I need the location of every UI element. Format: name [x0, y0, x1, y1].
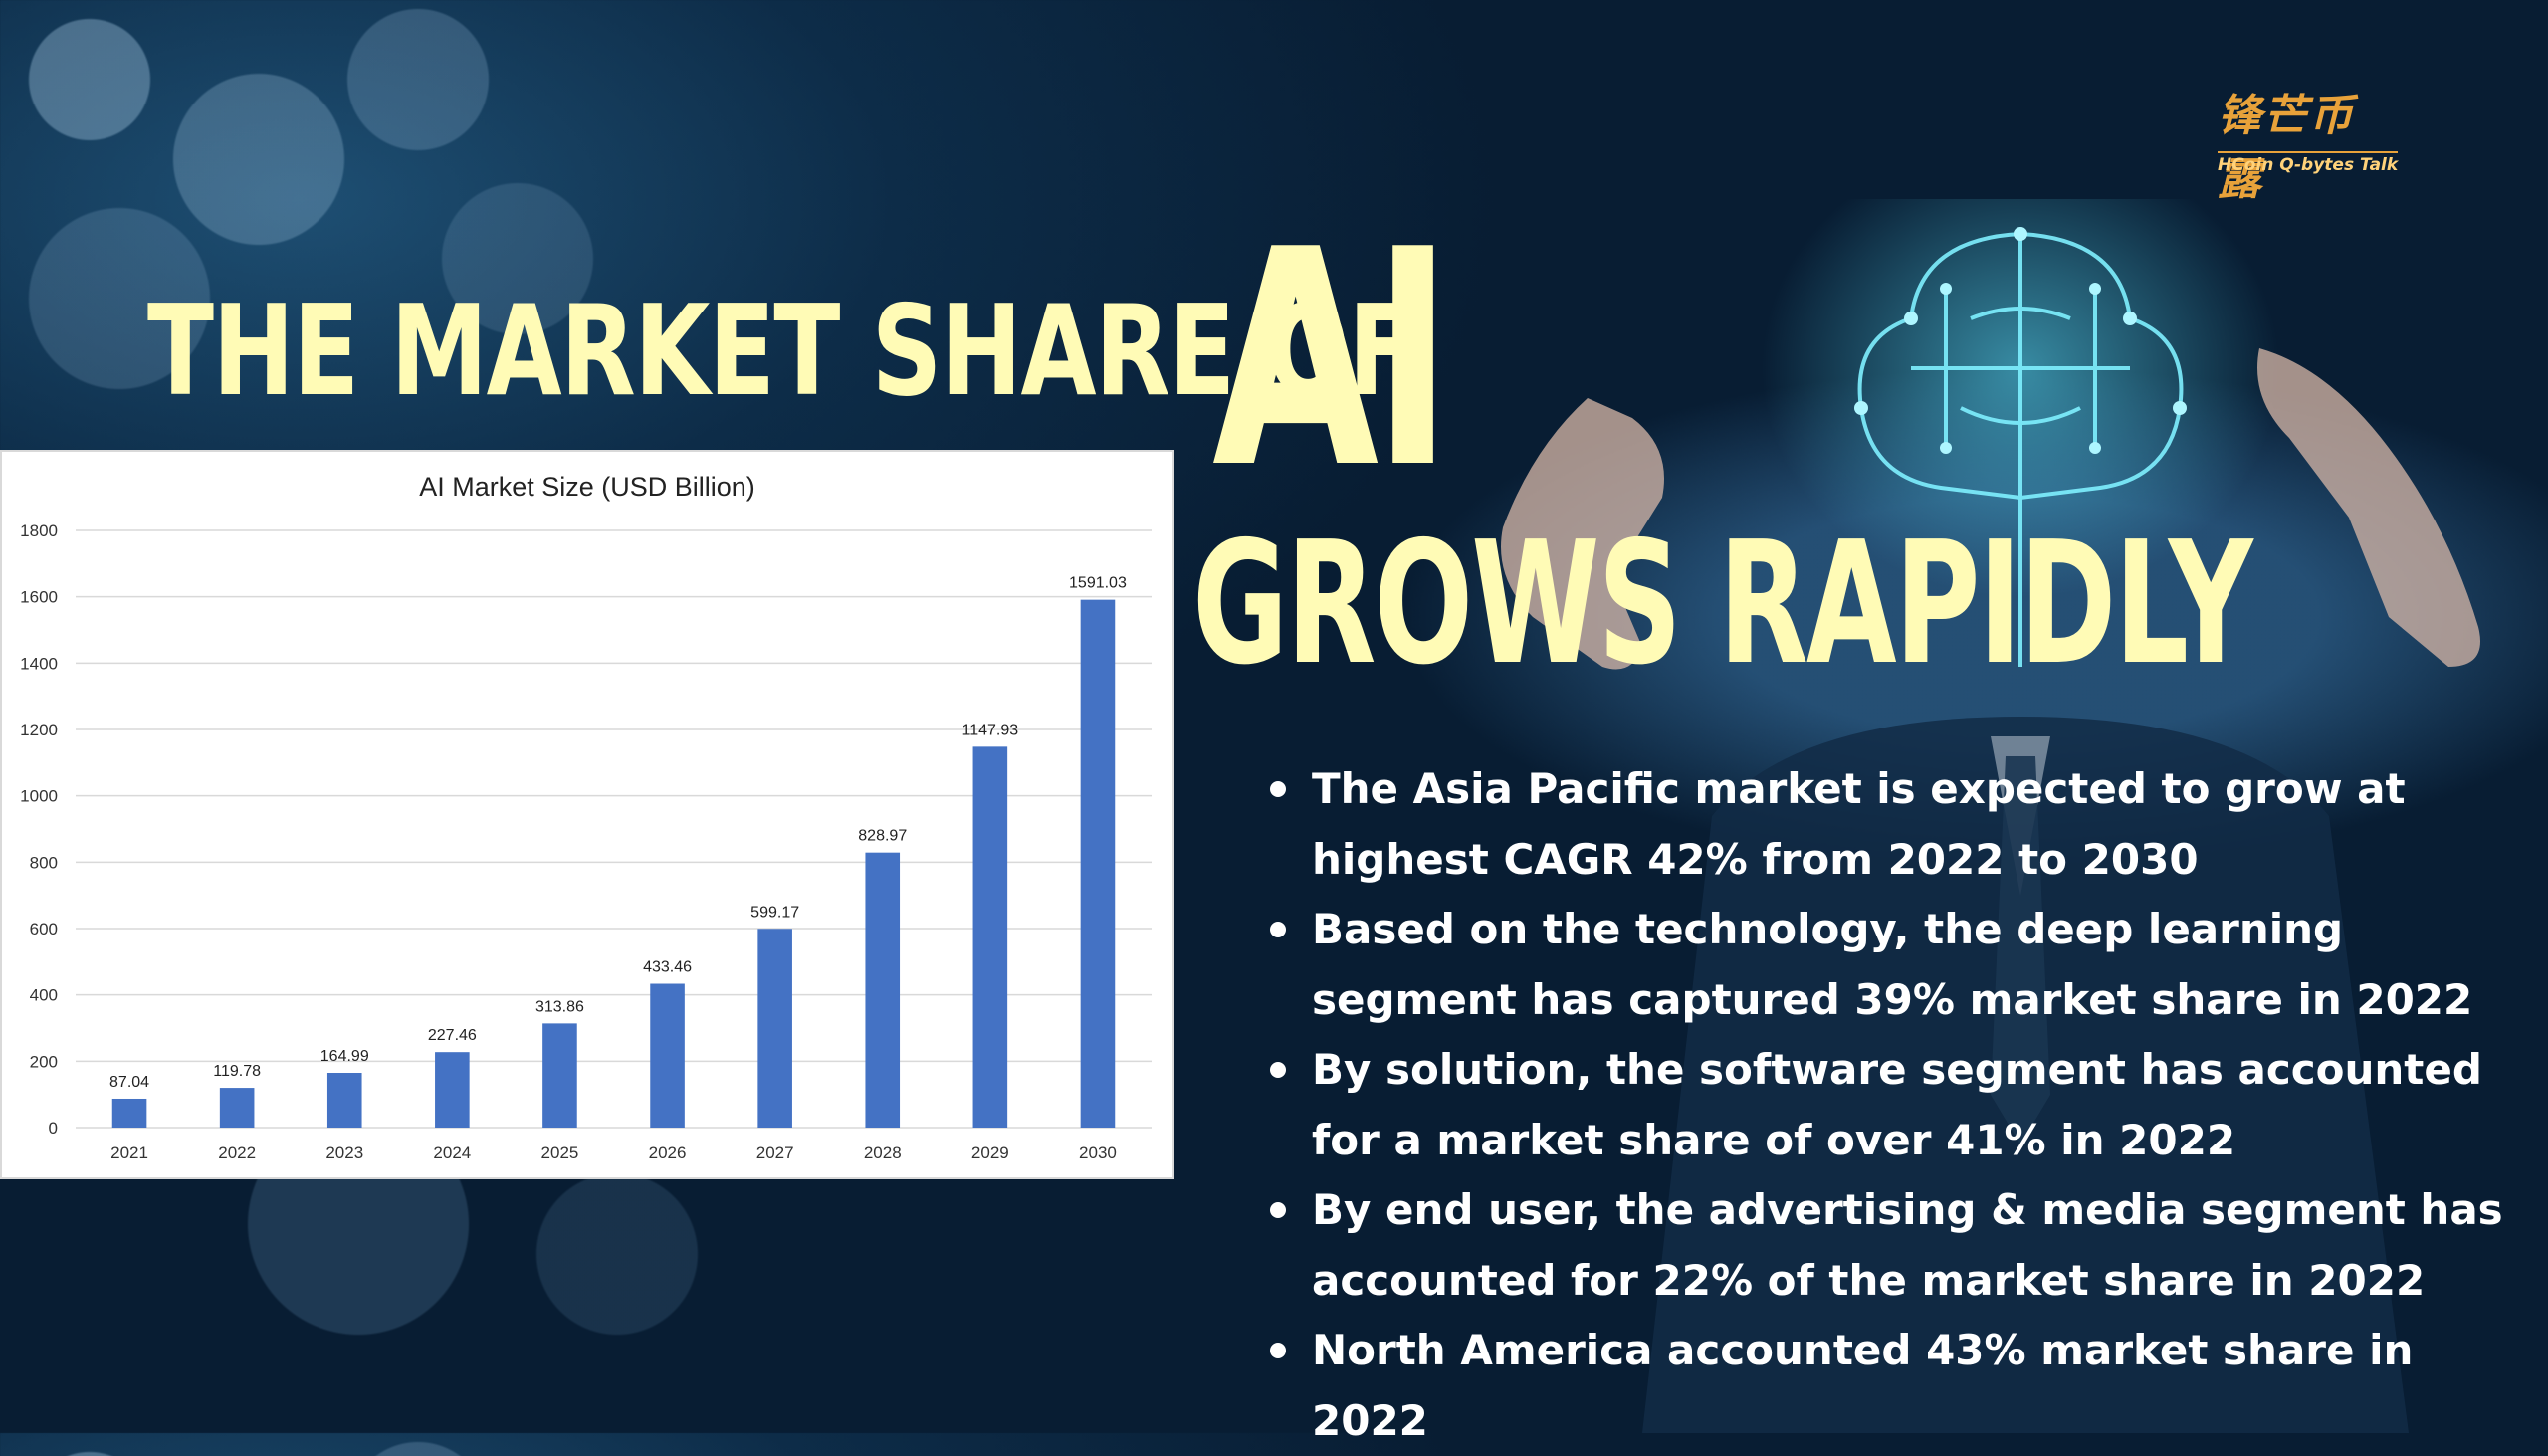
- market-size-bar-chart: AI Market Size (USD Billion) 0 200 400 600 8…: [20, 472, 1152, 1162]
- bullet-item: By solution, the software segment has ac…: [1256, 1035, 2530, 1175]
- chart-bar: [542, 1023, 577, 1128]
- bullet-text: North America accounted 43% market share…: [1312, 1326, 2414, 1445]
- chart-data-label: 119.78: [213, 1063, 261, 1080]
- chart-gridlines: [76, 529, 1152, 1129]
- chart-data-label: 433.46: [643, 959, 692, 976]
- chart-x-tick-label: 2023: [325, 1144, 363, 1162]
- bullet-item: North America accounted 43% market share…: [1256, 1316, 2530, 1456]
- chart-bars: [111, 599, 1116, 1128]
- chart-title: AI Market Size (USD Billion): [419, 472, 755, 502]
- chart-data-label: 313.86: [535, 998, 584, 1015]
- bullet-text: The Asia Pacific market is expected to g…: [1312, 764, 2406, 884]
- chart-data-labels: 87.04 119.78 164.99 227.46 313.86 433.46 599.1…: [109, 575, 1127, 1091]
- bullet-dot-icon: [1270, 781, 1286, 797]
- chart-y-axis: 0 200 400 600 800 1000 1200 1400 1600 1800: [20, 521, 58, 1138]
- bullet-text: By end user, the advertising & media seg…: [1312, 1185, 2503, 1305]
- chart-data-label: 828.97: [858, 828, 907, 845]
- logo-chinese-text: 锋芒币露: [2218, 91, 2355, 205]
- chart-y-tick-label: 1600: [20, 588, 58, 607]
- chart-panel: AI Market Size (USD Billion) 0 200 400 600 8…: [0, 450, 1174, 1179]
- chart-data-label: 1147.93: [962, 722, 1019, 738]
- chart-bar: [865, 852, 901, 1128]
- chart-bar: [111, 1098, 147, 1128]
- chart-data-label: 227.46: [428, 1027, 477, 1044]
- chart-data-label: 599.17: [750, 904, 799, 921]
- chart-bar: [757, 929, 792, 1128]
- chart-x-tick-label: 2028: [864, 1144, 902, 1162]
- bullet-item: Based on the technology, the deep learni…: [1256, 895, 2530, 1035]
- chart-y-tick-label: 800: [30, 853, 58, 872]
- chart-data-label: 164.99: [320, 1048, 369, 1065]
- chart-data-label: 87.04: [109, 1074, 149, 1091]
- key-facts-list: The Asia Pacific market is expected to g…: [1256, 754, 2530, 1456]
- chart-x-axis: 2021 2022 2023 2024 2025 2026 2027 2028 2029 2030: [110, 1144, 1117, 1162]
- chart-x-tick-label: 2024: [433, 1144, 471, 1162]
- chart-y-tick-label: 400: [30, 986, 58, 1005]
- brand-logo: 锋芒币露 HCoin Q-bytes Talk: [2218, 80, 2399, 205]
- chart-y-tick-label: 1800: [20, 521, 58, 540]
- chart-y-tick-label: 0: [49, 1119, 58, 1138]
- logo-english-text: HCoin Q-bytes Talk: [2218, 151, 2399, 175]
- chart-x-tick-label: 2026: [649, 1144, 687, 1162]
- chart-x-tick-label: 2021: [110, 1144, 148, 1162]
- chart-y-tick-label: 600: [30, 920, 58, 938]
- hands-brain-illustration: [1501, 199, 2480, 1433]
- chart-y-tick-label: 200: [30, 1052, 58, 1071]
- bullet-item: The Asia Pacific market is expected to g…: [1256, 754, 2530, 895]
- chart-x-tick-label: 2029: [971, 1144, 1009, 1162]
- bullet-item: By end user, the advertising & media seg…: [1256, 1175, 2530, 1316]
- chart-bar: [1080, 599, 1116, 1128]
- headline-line-2: GROWS RAPIDLY: [1192, 506, 2253, 703]
- chart-x-tick-label: 2025: [541, 1144, 579, 1162]
- bullet-text: Based on the technology, the deep learni…: [1312, 905, 2473, 1024]
- bullet-dot-icon: [1270, 922, 1286, 937]
- chart-x-tick-label: 2030: [1079, 1144, 1117, 1162]
- bullet-dot-icon: [1270, 1343, 1286, 1358]
- chart-y-tick-label: 1400: [20, 654, 58, 673]
- chart-y-tick-label: 1000: [20, 787, 58, 806]
- bullet-dot-icon: [1270, 1062, 1286, 1078]
- bullet-dot-icon: [1270, 1202, 1286, 1218]
- chart-y-tick-label: 1200: [20, 721, 58, 739]
- chart-x-tick-label: 2022: [218, 1144, 256, 1162]
- chart-bar: [650, 983, 685, 1128]
- chart-bar: [326, 1073, 362, 1128]
- chart-bar: [972, 746, 1008, 1128]
- bullet-text: By solution, the software segment has ac…: [1312, 1045, 2482, 1164]
- chart-bar: [219, 1088, 255, 1128]
- headline-ai: AI: [1212, 186, 1453, 533]
- chart-x-tick-label: 2027: [756, 1144, 794, 1162]
- headline-line-1: THE MARKET SHARE OF: [147, 278, 1414, 424]
- chart-data-label: 1591.03: [1069, 575, 1127, 592]
- chart-bar: [435, 1052, 470, 1128]
